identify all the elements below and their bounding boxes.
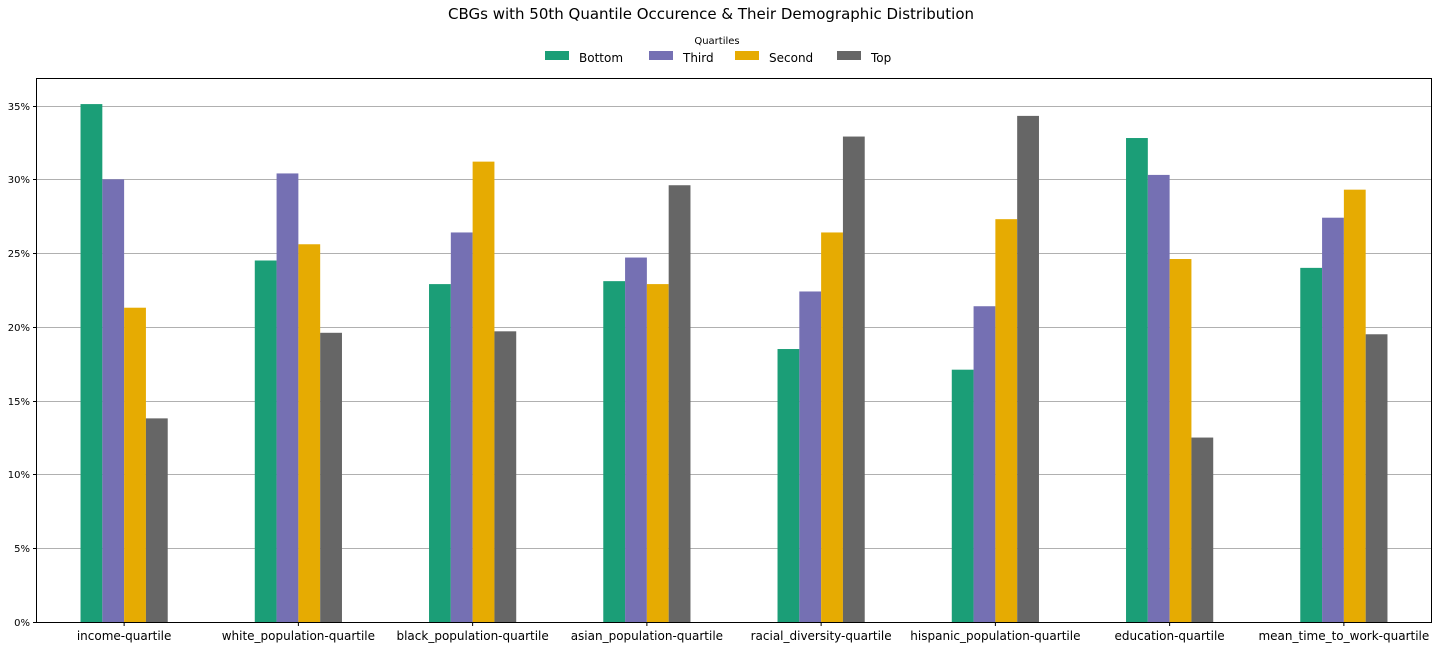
bar-bottom xyxy=(429,284,451,622)
bar-third xyxy=(1322,217,1344,622)
legend-title: Quartiles xyxy=(694,36,739,47)
bar-second xyxy=(995,219,1018,622)
y-axis: 0% 5% 10% 15% 20% 25% 30% 35% xyxy=(8,102,37,629)
bar-third xyxy=(1147,174,1170,622)
legend-swatch-second xyxy=(735,51,759,60)
bar-third xyxy=(450,232,473,622)
y-tick-label: 10% xyxy=(8,470,30,481)
x-tick-label: hispanic_population-quartile xyxy=(910,629,1080,643)
y-tick-label: 5% xyxy=(14,544,30,555)
gridlines xyxy=(37,106,1431,549)
bar-bottom xyxy=(1300,267,1323,622)
bar-third xyxy=(799,291,822,622)
bar-second xyxy=(472,161,495,622)
legend-swatch-third xyxy=(649,51,673,60)
bar-top xyxy=(842,136,865,622)
bar-bottom xyxy=(951,369,974,622)
bar-second xyxy=(646,284,669,622)
bars xyxy=(80,104,1388,623)
y-tick-label: 15% xyxy=(8,397,30,408)
bar-second xyxy=(1169,259,1192,622)
bar-bottom xyxy=(777,349,800,622)
x-tick-label: income-quartile xyxy=(77,629,172,643)
bar-top xyxy=(494,331,517,622)
legend-swatch-bottom xyxy=(545,51,569,60)
x-tick-label: education-quartile xyxy=(1115,629,1225,643)
bar-second xyxy=(821,232,843,622)
bar-top xyxy=(145,418,168,622)
legend-label-third: Third xyxy=(682,51,714,65)
x-tick-label: black_population-quartile xyxy=(396,629,548,643)
plot-frame xyxy=(36,78,1432,623)
bar-bottom xyxy=(1126,138,1148,623)
legend: Quartiles Bottom Third Second Top xyxy=(545,36,891,65)
bar-bottom xyxy=(603,281,626,622)
bar-third xyxy=(625,257,647,622)
legend-label-second: Second xyxy=(769,51,813,65)
bar-second xyxy=(124,307,146,622)
y-tick-label: 30% xyxy=(8,175,30,186)
chart-title: CBGs with 50th Quantile Occurence & Thei… xyxy=(448,5,974,23)
bar-top xyxy=(668,185,691,622)
legend-label-top: Top xyxy=(870,51,891,65)
x-tick-label: asian_population-quartile xyxy=(571,629,723,643)
bar-third xyxy=(276,173,299,622)
y-tick-label: 35% xyxy=(8,102,30,113)
legend-swatch-top xyxy=(837,51,861,60)
bar-bottom xyxy=(254,260,277,622)
y-tick-label: 0% xyxy=(14,618,30,629)
legend-label-bottom: Bottom xyxy=(579,51,623,65)
bar-third xyxy=(102,179,125,622)
bar-top xyxy=(320,332,342,622)
bar-second xyxy=(1343,189,1366,622)
y-tick-label: 20% xyxy=(8,323,30,334)
bar-top xyxy=(1017,115,1039,623)
x-tick-label: white_population-quartile xyxy=(222,629,375,643)
bar-third xyxy=(973,306,996,622)
bar-bottom xyxy=(80,104,103,623)
bar-top xyxy=(1365,334,1388,622)
x-axis: income-quartile white_population-quartile… xyxy=(77,622,1429,643)
bar-second xyxy=(298,244,321,622)
x-tick-label: mean_time_to_work-quartile xyxy=(1258,629,1429,643)
y-tick-label: 25% xyxy=(8,249,30,260)
x-tick-label: racial_diversity-quartile xyxy=(751,629,892,643)
bar-top xyxy=(1191,437,1214,622)
